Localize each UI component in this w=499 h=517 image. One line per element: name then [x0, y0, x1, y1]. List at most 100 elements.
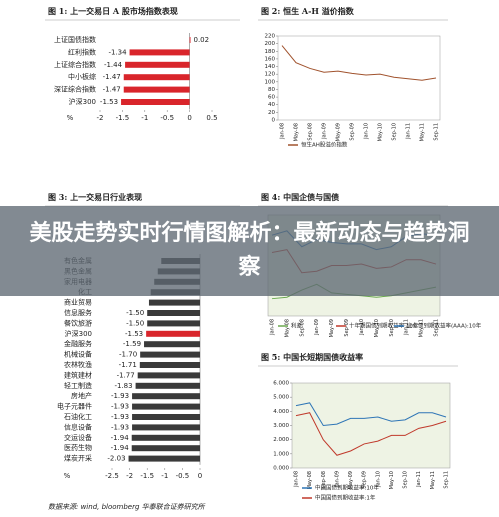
- bar: [131, 434, 200, 441]
- x-tick-label: Jan-10: [375, 471, 381, 488]
- value-label: -1.70: [119, 351, 137, 359]
- y-tick-label: 180: [265, 49, 276, 55]
- chart-title: 图 3: 上一交易日行业表现: [48, 192, 142, 202]
- value-label: -2.03: [107, 455, 125, 463]
- value-label: -1.47: [103, 86, 121, 94]
- x-tick-label: -2: [126, 472, 133, 480]
- x-tick-label: Jan-09: [334, 471, 340, 488]
- category-label: 医药生物: [64, 443, 92, 452]
- x-tick-label: Sep-08: [299, 319, 305, 337]
- bar: [123, 86, 190, 93]
- value-label: -1.50: [126, 309, 144, 317]
- x-tick-label: Jan-10: [364, 123, 370, 140]
- banner: 美股走势实时行情图解析：最新动态与趋势洞察: [0, 206, 499, 296]
- y-tick-label: 40: [268, 102, 275, 108]
- chart-title: 图 5: 中国长短期国债收益率: [261, 352, 363, 362]
- bar: [128, 455, 200, 462]
- value-label: -1.77: [117, 371, 135, 379]
- y-tick-label: 140: [265, 64, 276, 70]
- bar: [125, 61, 190, 68]
- bar: [121, 99, 190, 105]
- x-tick-label: 0: [198, 472, 202, 480]
- bar: [137, 372, 200, 379]
- x-tick-label: -2.5: [105, 472, 119, 480]
- value-label: -1.93: [111, 413, 129, 421]
- plot-area: [291, 382, 451, 469]
- chart-title: 图 2: 恒生 A-H 溢价指数: [261, 6, 355, 16]
- category-label: 上证综合指数: [54, 60, 96, 69]
- x-tick-label: Sep-11: [434, 319, 440, 337]
- bar: [123, 74, 190, 81]
- value-label: -1.44: [104, 61, 123, 69]
- category-label: 轻工制造: [64, 381, 92, 390]
- category-label: 餐饮旅游: [64, 318, 92, 327]
- y-tick-label: 100: [265, 79, 276, 85]
- legend-label: 中国国债到期收益率:1年: [315, 494, 376, 502]
- x-tick-label: Jan-09: [322, 123, 328, 140]
- bar: [147, 320, 200, 327]
- source-note: 数据来源: wind, bloomberg 华泰联合证券研究所: [48, 503, 206, 511]
- x-tick-label: Sep-11: [444, 471, 450, 489]
- x-tick-label: May-09: [348, 471, 354, 489]
- x-tick-label: May-08: [284, 319, 290, 337]
- x-tick-label: Sep-09: [344, 319, 350, 337]
- value-label: -1.93: [111, 423, 129, 431]
- bar: [132, 393, 200, 400]
- category-label: 金融服务: [64, 339, 92, 348]
- data-line: [281, 45, 437, 81]
- y-tick-label: 2.000: [273, 437, 289, 443]
- y-tick-label: 200: [265, 41, 276, 47]
- bar: [139, 362, 200, 368]
- category-label: 电子元器件: [57, 402, 92, 411]
- x-tick-label: May-11: [420, 123, 426, 141]
- bar: [148, 299, 200, 306]
- y-tick-label: 160: [265, 56, 276, 62]
- x-tick-label: Sep-10: [389, 319, 395, 337]
- bar: [189, 37, 191, 43]
- chart-title: 图 4: 中国企债与国债: [261, 192, 339, 202]
- category-label: 深证综合指数: [54, 85, 96, 94]
- y-tick-label: 20: [268, 110, 275, 116]
- x-tick-label: May-08: [307, 471, 313, 489]
- bar: [129, 49, 190, 56]
- value-label: -1.71: [119, 361, 137, 369]
- bar: [132, 403, 200, 410]
- x-tick-label: Jan-11: [404, 319, 410, 336]
- value-label: -1.34: [108, 48, 127, 56]
- bar: [132, 414, 200, 420]
- x-tick-label: Sep-10: [403, 471, 409, 489]
- bar: [140, 351, 200, 358]
- x-tick-label: Jan-11: [416, 471, 422, 488]
- chart-title: 图 1: 上一交易日 A 股市场指数表现: [48, 6, 178, 16]
- x-tick-label: May-10: [389, 471, 395, 489]
- category-label: 上证国债指数: [54, 35, 96, 44]
- y-tick-label: 4.000: [273, 409, 289, 415]
- x-tick-label: -1: [141, 114, 148, 122]
- y-tick-label: 0.000: [273, 466, 289, 472]
- legend-label: 企业债到期收益率(AAA):10年: [407, 322, 482, 330]
- x-tick-label: May-10: [374, 319, 380, 337]
- x-tick-label: May-09: [329, 319, 335, 337]
- value-label: -1.94: [111, 434, 130, 442]
- x-tick-label: Jan-08: [280, 123, 286, 140]
- category-label: 红利指数: [68, 47, 96, 56]
- x-tick-label: 0: [187, 114, 191, 122]
- category-label: 煤炭开采: [64, 454, 92, 463]
- x-tick-label: Sep-08: [308, 123, 314, 141]
- category-label: 沪深300: [65, 329, 92, 338]
- legend-label: 恒生AH股溢价指数: [301, 141, 348, 149]
- bar: [132, 424, 200, 431]
- x-tick-label: May-09: [336, 123, 342, 141]
- bar: [144, 341, 200, 348]
- x-axis-label: %: [64, 472, 71, 480]
- x-tick-label: Jan-09: [314, 319, 320, 336]
- x-tick-label: Jan-08: [294, 471, 300, 488]
- category-label: 沪深300: [69, 97, 96, 106]
- value-label: 0.02: [193, 36, 209, 44]
- y-tick-label: 5.000: [273, 395, 289, 401]
- y-tick-label: 1.000: [273, 451, 289, 457]
- value-label: -1.59: [123, 340, 141, 348]
- legend-label: 十年期国债到期收益率:10年: [349, 322, 419, 330]
- category-label: 建筑建材: [64, 370, 92, 379]
